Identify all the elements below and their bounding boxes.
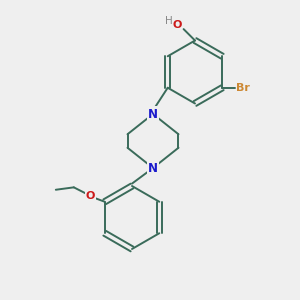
Text: O: O [172,20,182,31]
Text: Br: Br [236,83,250,93]
Text: N: N [148,161,158,175]
Text: O: O [85,191,95,201]
Text: H: H [165,16,172,26]
Text: N: N [148,107,158,121]
